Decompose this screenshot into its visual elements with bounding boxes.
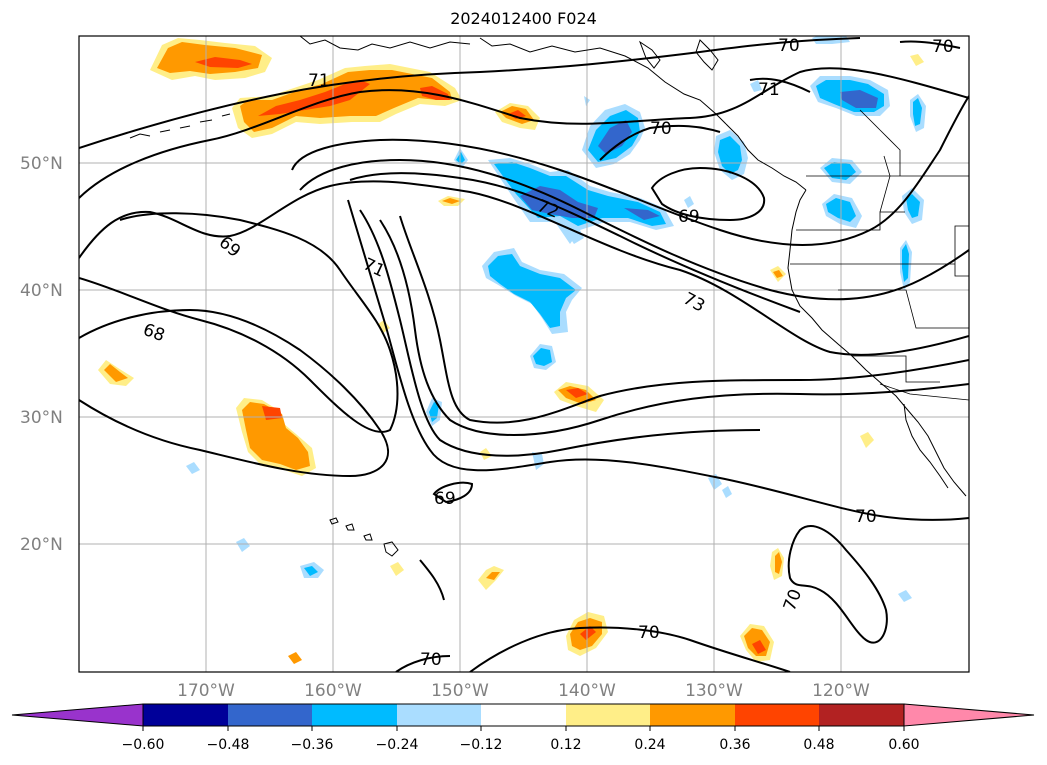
map-panel: 71 70 70 71 70 69 72 69 71 73 68 69 70 7… xyxy=(79,36,969,672)
colorbar-segment xyxy=(481,704,566,726)
colorbar-tick-label: 0.24 xyxy=(634,737,665,753)
lon-label: 140°W xyxy=(558,681,616,701)
map-frame xyxy=(78,35,970,673)
colorbar-segment xyxy=(312,704,397,726)
lon-label: 170°W xyxy=(177,681,235,701)
colorbar-ticks xyxy=(142,726,905,731)
longitude-labels: 170°W 160°W 150°W 140°W 130°W 120°W xyxy=(177,681,870,701)
colorbar-segment xyxy=(819,704,904,726)
colorbar: −0.60 −0.48 −0.36 −0.24 −0.12 0.12 0.24 … xyxy=(11,703,1035,753)
height-contours xyxy=(79,37,969,672)
lat-label: 50°N xyxy=(20,154,63,174)
colorbar-segment xyxy=(397,704,481,726)
colorbar-tick-label: −0.36 xyxy=(291,737,334,753)
contour-label: 70 xyxy=(650,119,672,139)
contour-label: 70 xyxy=(778,36,800,56)
lon-label: 130°W xyxy=(685,681,743,701)
lon-label: 120°W xyxy=(812,681,870,701)
contour-label: 70 xyxy=(420,650,442,670)
colorbar-segment xyxy=(735,704,819,726)
map-title: 2024012400 F024 xyxy=(450,9,597,28)
colorbar-segment xyxy=(566,704,650,726)
colorbar-tick-label: −0.60 xyxy=(122,737,165,753)
lat-label: 20°N xyxy=(20,535,63,555)
colorbar-extend-low xyxy=(11,703,144,727)
lat-label: 30°N xyxy=(20,408,63,428)
lon-label: 150°W xyxy=(431,681,489,701)
colorbar-tick-label: 0.36 xyxy=(719,737,750,753)
contour-label: 70 xyxy=(638,623,660,643)
contour-label: 70 xyxy=(932,37,954,57)
lat-label: 40°N xyxy=(20,281,63,301)
colorbar-segment xyxy=(650,704,735,726)
contour-label: 70 xyxy=(855,507,877,527)
contour-label: 69 xyxy=(434,489,456,509)
colorbar-tick-label: 0.48 xyxy=(803,737,834,753)
latitude-labels: 50°N 40°N 30°N 20°N xyxy=(20,154,63,555)
colorbar-tick-label: −0.12 xyxy=(460,737,503,753)
contour-label: 71 xyxy=(308,71,330,91)
contour-label: 71 xyxy=(758,80,780,100)
colorbar-segment xyxy=(228,704,312,726)
negative-anomaly-shading xyxy=(186,36,926,602)
colorbar-tick-label: −0.24 xyxy=(376,737,419,753)
contour-label: 69 xyxy=(678,207,700,227)
colorbar-extend-high xyxy=(903,703,1035,727)
lon-label: 160°W xyxy=(304,681,362,701)
colorbar-tick-label: −0.48 xyxy=(207,737,250,753)
colorbar-tick-label: 0.12 xyxy=(550,737,581,753)
colorbar-tick-label: 0.60 xyxy=(888,737,919,753)
colorbar-segment xyxy=(143,704,228,726)
